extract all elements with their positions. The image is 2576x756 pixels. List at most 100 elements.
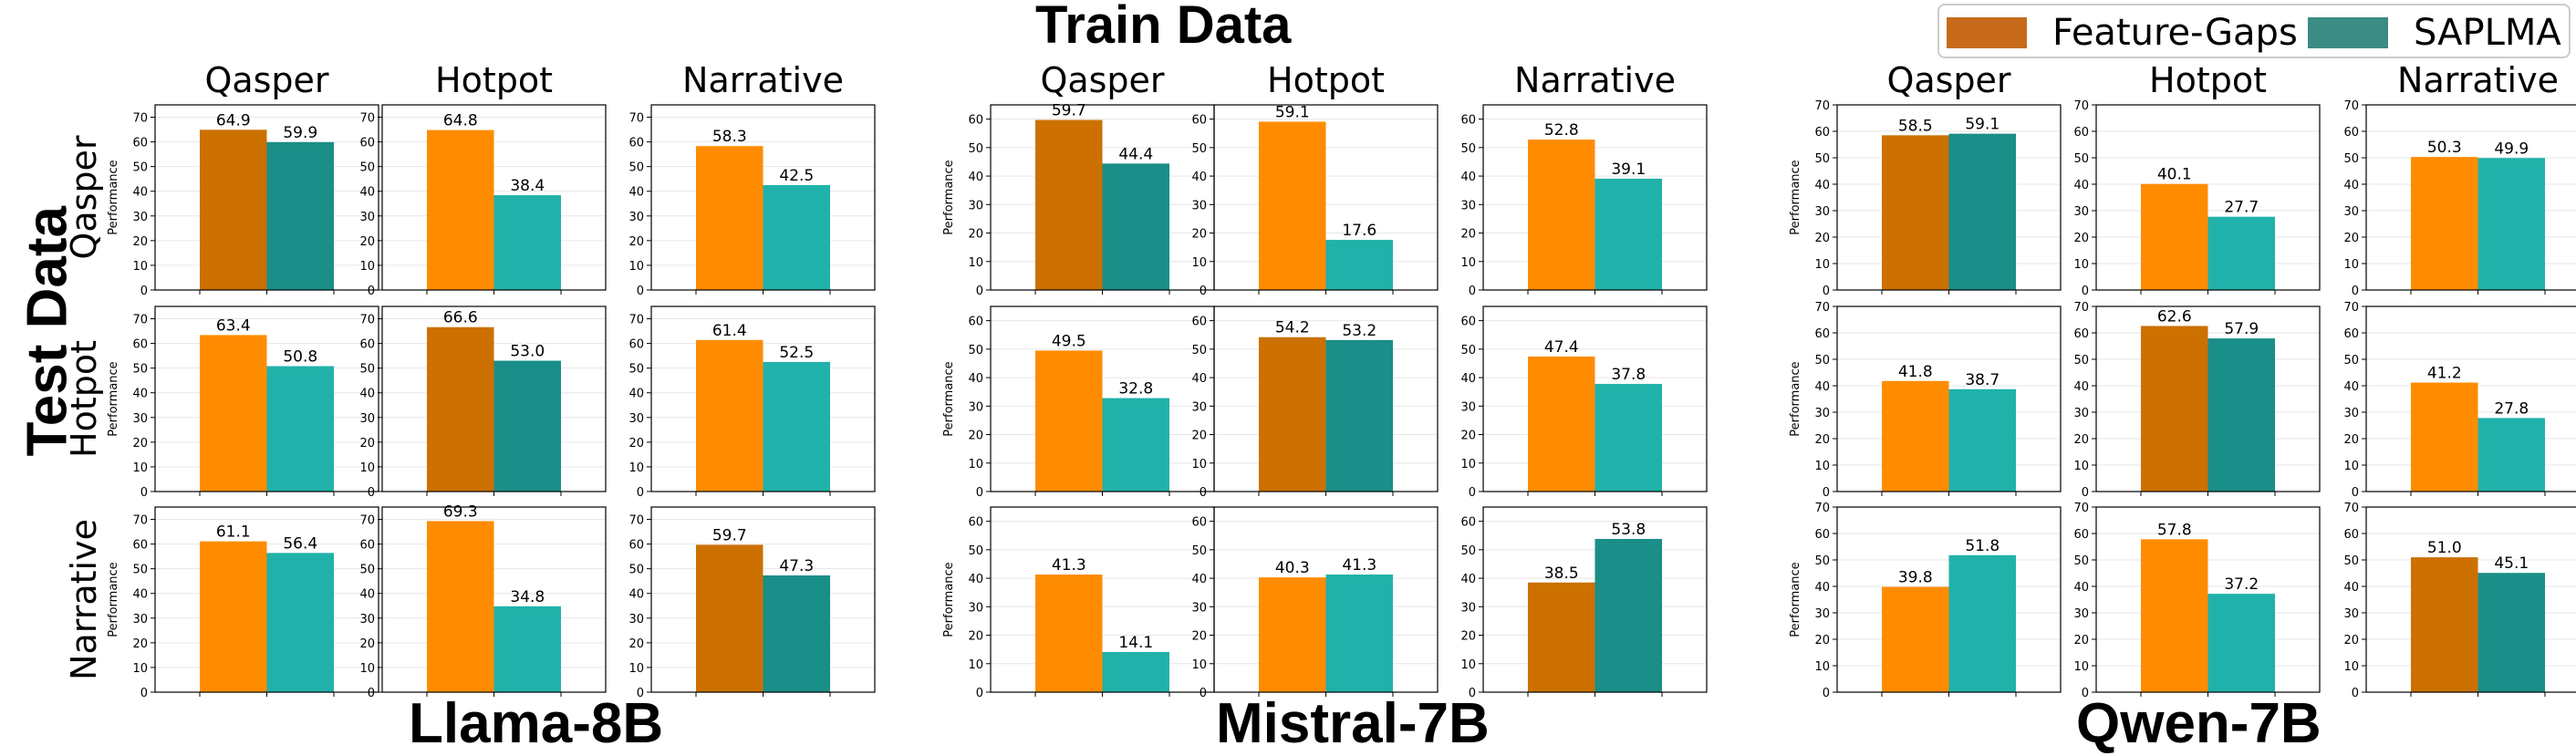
ytick-label-m0-r2-c1-30: 30: [359, 613, 375, 627]
ytick-label-m2-r2-c0-10: 10: [1814, 660, 1830, 674]
column-title-m0-qasper: Qasper: [204, 60, 328, 100]
data-label-m0-r2-c1-saplma: 34.8: [510, 588, 545, 606]
data-label-m2-r2-c0-feature-gaps: 39.8: [1898, 569, 1933, 587]
column-title-m0-hotpot: Hotpot: [435, 60, 553, 100]
column-title-m2-hotpot: Hotpot: [2149, 60, 2267, 100]
bar-m0-r0-c0-feature-gaps: [200, 129, 267, 290]
ytick-label-m0-r1-c1-10: 10: [359, 461, 375, 475]
y-axis-label-m1-r2-c0: Performance: [942, 562, 956, 637]
ytick-label-m2-r0-c2-0: 0: [2352, 285, 2359, 298]
bar-m0-r0-c2-feature-gaps: [696, 146, 763, 290]
data-label-m0-r0-c0-saplma: 59.9: [283, 124, 317, 142]
data-label-m0-r2-c0-saplma: 56.4: [283, 534, 317, 553]
ytick-label-m2-r2-c0-60: 60: [1814, 528, 1830, 542]
ytick-label-m2-r0-c1-0: 0: [2082, 285, 2089, 298]
bar-m2-r0-c0-feature-gaps: [1882, 135, 1949, 290]
bar-m0-r1-c2-feature-gaps: [696, 339, 763, 492]
ytick-label-m1-r1-c2-50: 50: [1460, 344, 1476, 357]
ytick-label-m1-r2-c0-50: 50: [968, 544, 983, 558]
ytick-label-m0-r2-c0-50: 50: [132, 564, 148, 577]
data-label-m1-r0-c0-feature-gaps: 59.7: [1052, 102, 1086, 120]
ytick-label-m0-r1-c2-20: 20: [628, 437, 644, 450]
train-data-title: Train Data: [1035, 0, 1292, 55]
bar-m1-r0-c2-saplma: [1594, 178, 1662, 290]
ytick-label-m2-r0-c2-40: 40: [2343, 179, 2359, 192]
ytick-label-m1-r2-c1-0: 0: [1200, 687, 1207, 700]
data-label-m2-r1-c2-saplma: 27.8: [2494, 399, 2529, 418]
data-label-m2-r0-c2-feature-gaps: 50.3: [2427, 139, 2462, 157]
bar-m1-r1-c1-feature-gaps: [1259, 337, 1326, 492]
ytick-label-m2-r2-c2-50: 50: [2343, 554, 2359, 568]
ytick-label-m2-r1-c2-10: 10: [2343, 460, 2359, 473]
ytick-label-m1-r2-c1-60: 60: [1191, 516, 1207, 530]
ytick-label-m1-r2-c1-30: 30: [1191, 601, 1207, 615]
ytick-label-m2-r2-c0-20: 20: [1814, 634, 1830, 647]
ytick-label-m1-r0-c0-30: 30: [968, 199, 983, 212]
ytick-label-m0-r0-c2-70: 70: [628, 112, 644, 126]
data-label-m2-r1-c1-feature-gaps: 62.6: [2157, 307, 2192, 326]
ytick-label-m1-r2-c0-40: 40: [968, 573, 983, 586]
ytick-label-m1-r1-c1-10: 10: [1191, 458, 1207, 471]
ytick-label-m2-r0-c1-40: 40: [2073, 179, 2089, 192]
ytick-label-m2-r0-c0-70: 70: [1814, 99, 1830, 113]
ytick-label-m2-r2-c0-70: 70: [1814, 502, 1830, 515]
ytick-label-m2-r1-c0-50: 50: [1814, 354, 1830, 368]
ytick-label-m2-r1-c1-10: 10: [2073, 460, 2089, 473]
bar-m2-r0-c0-saplma: [1948, 133, 2016, 290]
ytick-label-m0-r1-c2-40: 40: [628, 388, 644, 401]
ytick-label-m2-r0-c1-30: 30: [2073, 205, 2089, 219]
bar-m2-r2-c2-feature-gaps: [2411, 557, 2478, 692]
data-label-m2-r2-c0-saplma: 51.8: [1965, 537, 2000, 555]
ytick-label-m2-r0-c0-60: 60: [1814, 126, 1830, 140]
data-label-m2-r0-c0-feature-gaps: 58.5: [1898, 117, 1933, 135]
ytick-label-m2-r2-c1-0: 0: [2082, 687, 2089, 700]
column-title-m2-qasper: Qasper: [1886, 60, 2010, 100]
ytick-label-m1-r2-c0-30: 30: [968, 601, 983, 615]
ytick-label-m1-r1-c2-60: 60: [1460, 316, 1476, 329]
ytick-label-m2-r2-c2-40: 40: [2343, 581, 2359, 595]
ytick-label-m1-r1-c2-40: 40: [1460, 372, 1476, 386]
ytick-label-m0-r2-c2-30: 30: [628, 613, 644, 627]
ytick-label-m0-r1-c0-30: 30: [132, 412, 148, 426]
bar-m2-r1-c0-feature-gaps: [1882, 380, 1949, 492]
data-label-m0-r1-c2-saplma: 52.5: [779, 344, 814, 362]
ytick-label-m0-r0-c1-70: 70: [359, 112, 375, 126]
bar-m1-r2-c2-saplma: [1594, 538, 1662, 692]
data-label-m1-r1-c2-feature-gaps: 47.4: [1544, 338, 1579, 357]
data-label-m0-r0-c1-feature-gaps: 64.8: [443, 112, 478, 130]
data-label-m0-r1-c0-feature-gaps: 63.4: [216, 316, 251, 335]
data-label-m0-r2-c2-feature-gaps: 59.7: [712, 526, 747, 544]
ytick-label-m1-r1-c0-10: 10: [968, 458, 983, 471]
model-title-qwen: Qwen-7B: [2076, 692, 2322, 755]
y-axis-label-m2-r1-c0: Performance: [1789, 361, 1802, 436]
data-label-m2-r0-c0-saplma: 59.1: [1965, 116, 2000, 134]
ytick-label-m1-r0-c1-40: 40: [1191, 171, 1207, 184]
data-label-m0-r2-c0-feature-gaps: 61.1: [216, 523, 251, 542]
ytick-label-m1-r2-c2-0: 0: [1469, 687, 1476, 700]
data-label-m1-r1-c1-feature-gaps: 54.2: [1275, 319, 1310, 337]
ytick-label-m2-r1-c0-10: 10: [1814, 460, 1830, 473]
ytick-label-m1-r1-c1-30: 30: [1191, 400, 1207, 414]
ytick-label-m0-r2-c1-0: 0: [368, 687, 375, 700]
ytick-label-m2-r1-c2-70: 70: [2343, 301, 2359, 315]
bar-m2-r1-c0-saplma: [1948, 388, 2016, 492]
ytick-label-m0-r0-c1-50: 50: [359, 161, 375, 175]
bar-m2-r0-c1-feature-gaps: [2141, 183, 2208, 290]
ytick-label-m2-r2-c0-40: 40: [1814, 581, 1830, 595]
ytick-label-m0-r0-c2-40: 40: [628, 186, 644, 200]
ytick-label-m1-r0-c2-10: 10: [1460, 256, 1476, 270]
ytick-label-m0-r2-c0-70: 70: [132, 514, 148, 528]
ytick-label-m2-r2-c0-0: 0: [1823, 687, 1830, 700]
ytick-label-m1-r1-c1-20: 20: [1191, 430, 1207, 443]
ytick-label-m1-r1-c1-0: 0: [1200, 486, 1207, 500]
ytick-label-m2-r1-c2-60: 60: [2343, 327, 2359, 341]
ytick-label-m2-r2-c1-50: 50: [2073, 554, 2089, 568]
bar-m1-r0-c0-feature-gaps: [1035, 119, 1103, 290]
bar-m1-r0-c1-feature-gaps: [1259, 121, 1326, 290]
ytick-label-m1-r2-c1-20: 20: [1191, 630, 1207, 644]
ytick-label-m1-r2-c2-40: 40: [1460, 573, 1476, 586]
bar-m1-r1-c1-saplma: [1325, 339, 1393, 492]
ytick-label-m0-r1-c0-40: 40: [132, 388, 148, 401]
bar-m0-r2-c0-saplma: [266, 553, 334, 692]
ytick-label-m0-r0-c0-50: 50: [132, 161, 148, 175]
